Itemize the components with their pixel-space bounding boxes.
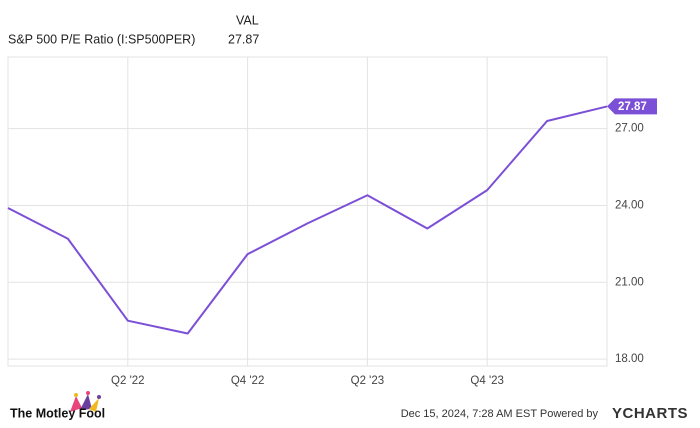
- y-tick-label: 27.00: [615, 123, 644, 135]
- fool-logo: [70, 391, 101, 412]
- y-tick-label: 24.00: [615, 200, 644, 212]
- timestamp: Dec 15, 2024, 7:28 AM EST Powered by: [401, 408, 599, 420]
- legend-value: 27.87: [228, 32, 259, 46]
- y-tick-label: 21.00: [615, 276, 644, 288]
- line: [7, 105, 608, 335]
- x-tick-label: Q4 '23: [470, 375, 504, 387]
- y-tick-label: 18.00: [615, 353, 644, 365]
- brand: The Motley Fool: [10, 406, 105, 420]
- value-flag: [607, 98, 657, 115]
- x-tick-label: Q4 '22: [231, 375, 265, 387]
- provider: YCHARTS: [612, 405, 688, 422]
- value-flag-label: 27.87: [618, 101, 647, 113]
- legend-header: VAL: [236, 13, 259, 27]
- plot-frame: [7, 56, 608, 367]
- x-tick-label: Q2 '23: [351, 375, 385, 387]
- series-name: S&P 500 P/E Ratio (I:SP500PER): [8, 32, 195, 46]
- x-tick-label: Q2 '22: [111, 375, 145, 387]
